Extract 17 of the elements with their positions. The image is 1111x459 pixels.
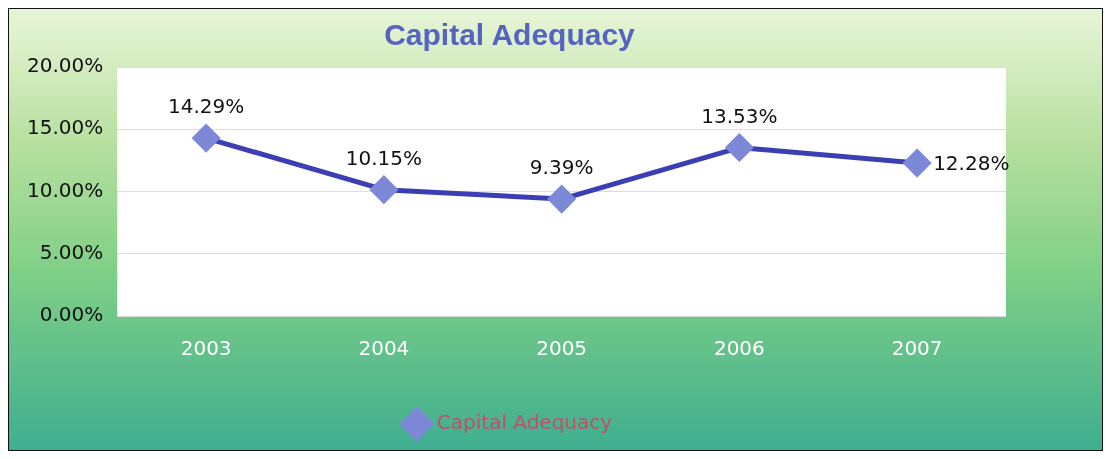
data-label: 10.15% <box>345 145 423 170</box>
data-label: 12.28% <box>933 151 1010 176</box>
x-tick-label: 2003 <box>180 336 232 361</box>
data-label: 9.39% <box>529 155 594 180</box>
chart-title: Capital Adequacy <box>384 18 636 52</box>
x-tick-label: 2007 <box>891 336 943 361</box>
y-tick-label: 10.00% <box>26 177 104 202</box>
y-tick-label: 15.00% <box>26 115 104 140</box>
x-tick-label: 2005 <box>536 336 588 361</box>
legend-label: Capital Adequacy <box>436 410 613 435</box>
data-label: 14.29% <box>168 94 245 119</box>
y-tick-label: 0.00% <box>39 302 104 327</box>
y-tick-label: 5.00% <box>39 239 104 264</box>
x-tick-label: 2004 <box>358 336 410 361</box>
x-tick-label: 2006 <box>713 336 765 361</box>
data-label: 13.53% <box>701 103 778 128</box>
y-tick-label: 20.00% <box>26 53 104 78</box>
